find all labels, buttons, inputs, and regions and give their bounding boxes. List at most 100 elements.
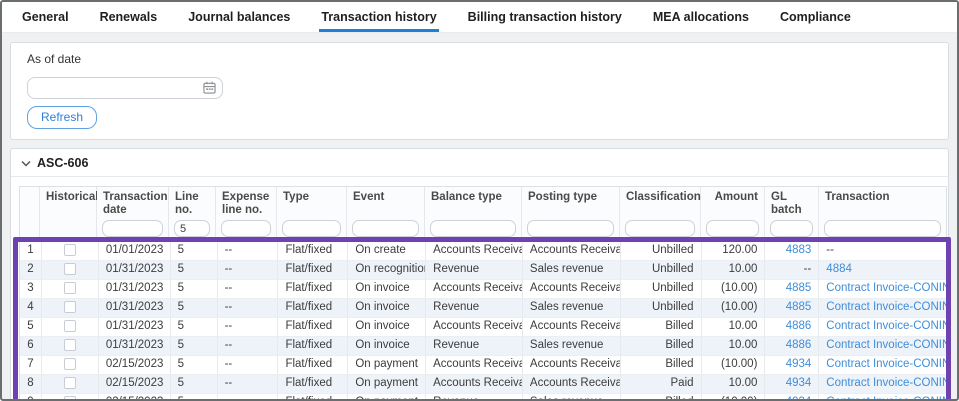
transaction-link[interactable]: Contract Invoice-CONIN#0308#doc	[826, 282, 946, 295]
section-title: ASC-606	[37, 156, 89, 170]
column-label-posting_type: Posting type	[528, 191, 598, 203]
cell-transaction: Contract Invoice-CONIN#0308#doc	[819, 318, 946, 336]
column-label-amount: Amount	[714, 191, 758, 203]
historical-checkbox[interactable]	[63, 263, 76, 276]
cell-posting_type: Accounts Receivable	[523, 356, 621, 375]
gl_batch-link[interactable]: 4934	[785, 377, 812, 390]
asc606-section-header[interactable]: ASC-606	[11, 149, 948, 177]
filter-input-expense_line_no[interactable]	[221, 220, 271, 238]
cell-posting_type: Accounts Receivable	[523, 375, 621, 394]
page-body: As of date Refresh ASC-606 Historical Tra…	[2, 33, 957, 399]
cell-date: 02/15/2023	[99, 356, 171, 375]
cell-expense_line_no: --	[218, 242, 279, 261]
gl_batch-link[interactable]: 4885	[785, 301, 812, 314]
historical-checkbox[interactable]	[63, 339, 76, 352]
cell-balance_type: Revenue	[426, 394, 523, 399]
filter-input-date[interactable]	[102, 220, 163, 238]
transaction-link[interactable]: Contract Invoice-CONIN#0308#doc	[826, 339, 946, 352]
historical-checkbox[interactable]	[63, 377, 76, 390]
filter-input-posting_type[interactable]	[527, 220, 614, 238]
gl_batch-link[interactable]: 4886	[785, 320, 812, 333]
cell-transaction: Contract Invoice-CONIN#0308#doc	[819, 299, 946, 317]
cell-expense_line_no: --	[218, 394, 279, 399]
historical-cell	[42, 318, 99, 337]
filter-input-classification[interactable]	[625, 220, 695, 238]
as-of-date-input[interactable]	[27, 77, 223, 99]
column-header-classification: Classification	[620, 187, 701, 242]
historical-checkbox[interactable]	[63, 320, 76, 333]
refresh-button[interactable]: Refresh	[27, 106, 98, 129]
cell-expense_line_no: --	[218, 280, 279, 299]
historical-cell	[42, 261, 99, 280]
column-header-date: Transaction date	[97, 187, 169, 242]
tab-general[interactable]: General	[22, 10, 69, 24]
cell-line_no: 5	[171, 356, 218, 375]
cell-posting_type: Accounts Receivable	[523, 242, 621, 261]
column-label-expense_line_no: Expense line no.	[222, 191, 270, 217]
transaction-link[interactable]: Contract Invoice-CONIN#0308#doc	[826, 320, 946, 333]
gl_batch-link[interactable]: 4934	[785, 358, 812, 371]
tab-billing-transaction-history[interactable]: Billing transaction history	[467, 10, 622, 24]
cell-classification: Billed	[621, 337, 702, 356]
cell-date: 01/31/2023	[99, 337, 171, 356]
transaction-link[interactable]: Contract Invoice-CONIN#0308#doc	[826, 301, 946, 314]
tab-bar: General Renewals Journal balances Transacti…	[2, 2, 957, 33]
cell-transaction: Contract Invoice-CONIN#0308#doc	[819, 356, 946, 374]
historical-checkbox[interactable]	[63, 396, 76, 399]
cell-posting_type: Accounts Receivable	[523, 280, 621, 299]
historical-cell	[42, 394, 99, 399]
calendar-icon[interactable]	[203, 81, 216, 94]
column-header-line_no: Line no.	[169, 187, 216, 242]
filter-input-balance_type[interactable]	[430, 220, 516, 238]
filter-input-gl_batch[interactable]	[770, 220, 813, 238]
column-header-event: Event	[347, 187, 425, 242]
tab-transaction-history[interactable]: Transaction history	[319, 2, 439, 32]
cell-line_no: 5	[171, 375, 218, 394]
cell-event: On invoice	[348, 280, 427, 299]
historical-cell	[42, 299, 99, 318]
cell-line_no: 5	[171, 299, 218, 318]
filter-input-transaction[interactable]	[824, 220, 941, 238]
historical-checkbox[interactable]	[63, 358, 76, 371]
cell-transaction: Contract Invoice-CONIN#0308#doc	[819, 337, 946, 355]
column-label-gl_batch: GL batch	[771, 191, 802, 217]
column-header-type: Type	[277, 187, 347, 242]
transaction-link[interactable]: 4884	[826, 263, 852, 276]
cell-event: On payment	[348, 394, 427, 399]
gl_batch-link[interactable]: 4883	[785, 244, 812, 257]
row-number: 4	[20, 299, 42, 318]
historical-checkbox[interactable]	[63, 244, 76, 257]
cell-gl_batch: 4934	[765, 394, 820, 399]
gl_batch-link[interactable]: 4886	[785, 339, 812, 352]
transaction-link[interactable]: Contract Invoice-CONIN#0308#doc	[826, 377, 946, 390]
cell-balance_type: Accounts Receivable	[426, 242, 523, 261]
filter-input-amount[interactable]	[706, 220, 759, 238]
filter-input-line_no[interactable]	[174, 220, 210, 238]
cell-line_no: 5	[171, 394, 218, 399]
filter-input-event[interactable]	[352, 220, 419, 238]
column-header-num	[20, 187, 40, 242]
cell-balance_type: Accounts Receivable	[426, 318, 523, 337]
tab-journal-balances[interactable]: Journal balances	[188, 10, 291, 24]
cell-classification: Unbilled	[621, 261, 702, 280]
cell-balance_type: Accounts Receivable	[426, 280, 523, 299]
gl_batch-link[interactable]: 4885	[785, 282, 812, 295]
transaction-link[interactable]: Contract Invoice-CONIN#0308#doc	[826, 358, 946, 371]
gl_batch-link[interactable]: 4934	[786, 396, 812, 399]
filter-input-type[interactable]	[282, 220, 341, 238]
column-label-transaction: Transaction	[825, 191, 890, 203]
tab-compliance[interactable]: Compliance	[779, 10, 851, 24]
cell-classification: Unbilled	[621, 280, 702, 299]
tab-mea-allocations[interactable]: MEA allocations	[652, 10, 749, 24]
table-row: 6 01/31/2023 5 -- Flat/fixed On invoice Revenu…	[20, 337, 946, 357]
transaction-link[interactable]: Contract Invoice-CONIN#0308#doc	[826, 396, 946, 399]
tab-renewals[interactable]: Renewals	[99, 10, 158, 24]
column-label-event: Event	[353, 191, 385, 203]
cell-event: On invoice	[348, 318, 427, 337]
historical-checkbox[interactable]	[63, 301, 76, 314]
cell-event: On recognition	[348, 261, 427, 280]
cell-gl_batch: 4885	[765, 280, 820, 299]
cell-transaction: Contract Invoice-CONIN#0308#doc	[819, 280, 946, 298]
historical-checkbox[interactable]	[63, 282, 76, 295]
